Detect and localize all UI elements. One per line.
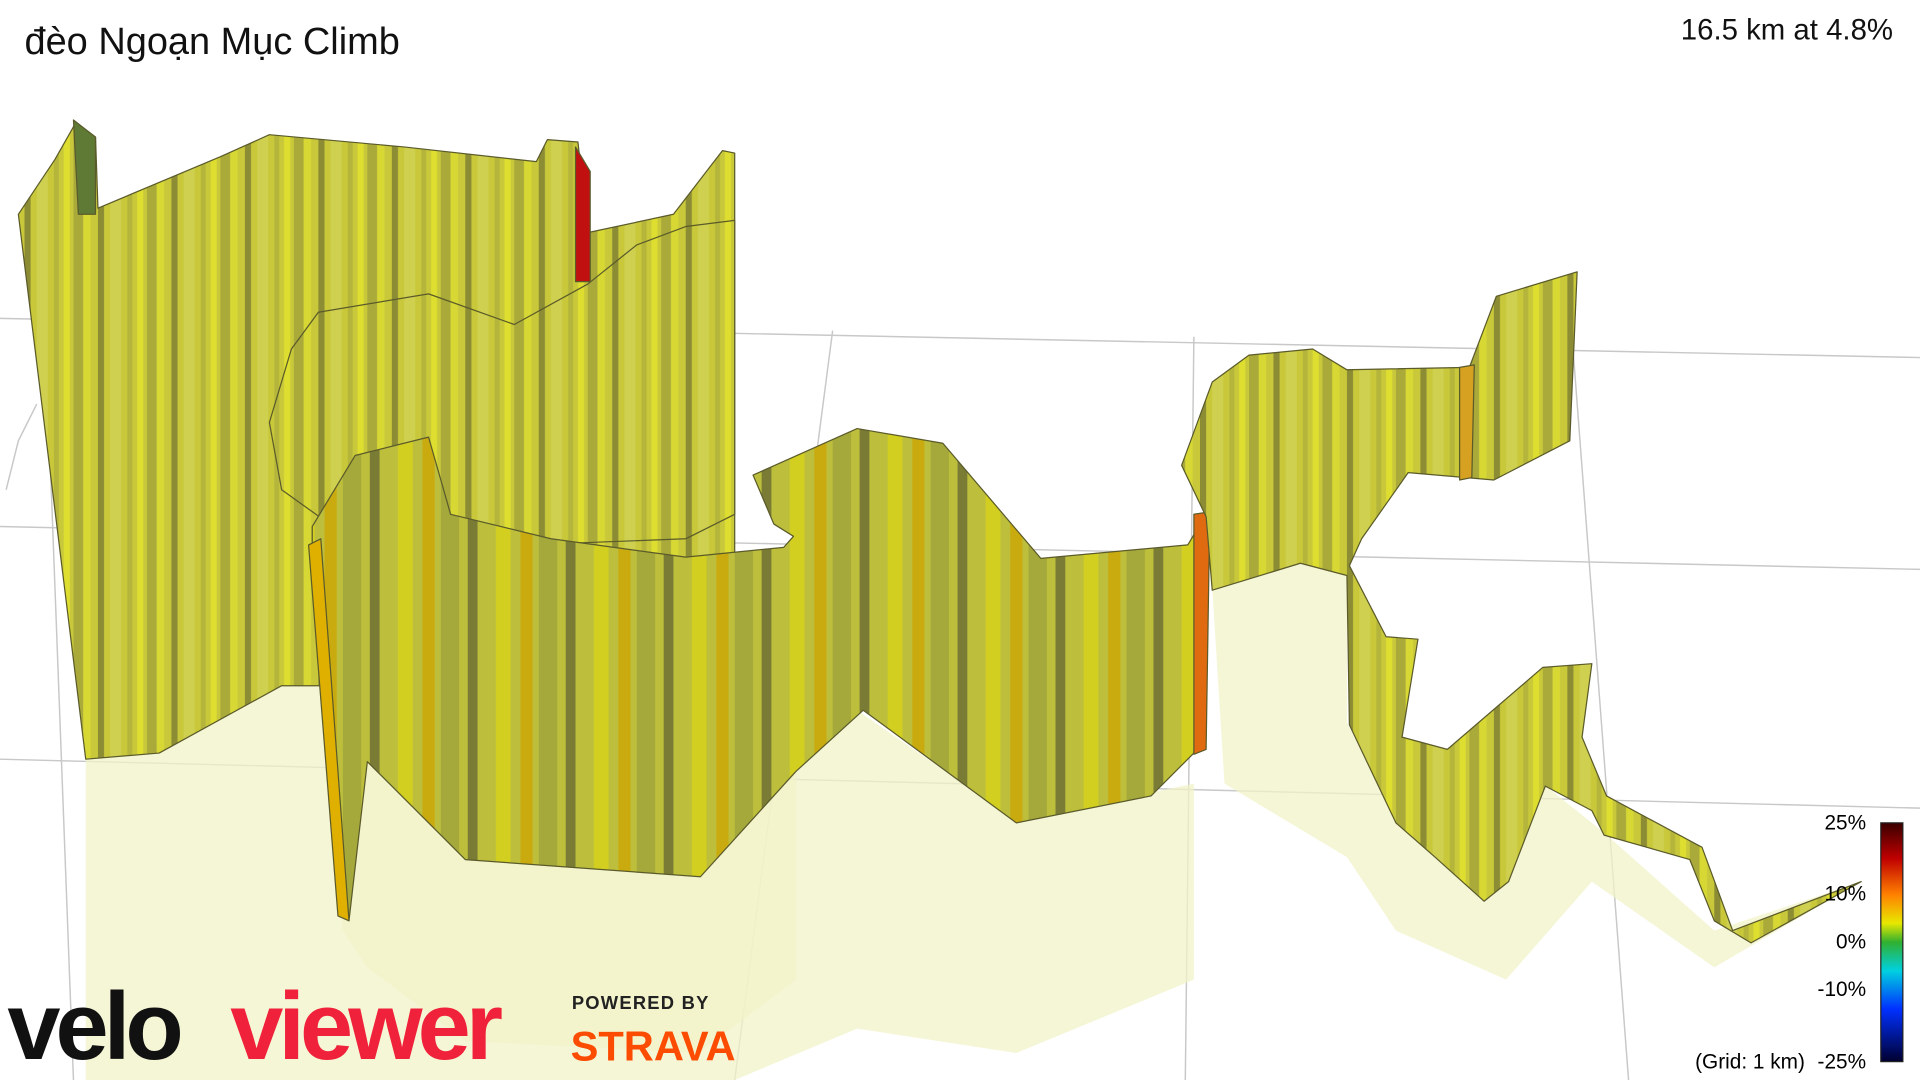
legend-tick: -25% [1818, 1050, 1867, 1073]
gradient-legend: 25% 10% 0% -10% -25% (Grid: 1 km) [1695, 812, 1904, 1073]
legend-tick: 10% [1824, 883, 1866, 906]
logo-velo: velo [7, 974, 180, 1080]
legend-tick: -10% [1818, 978, 1867, 1001]
legend-tick: 25% [1824, 812, 1866, 835]
legend-tick: 0% [1836, 930, 1866, 953]
profile-walls [17, 119, 1862, 944]
branding: velo viewer POWERED BY STRAVA [7, 974, 735, 1080]
summary: 16.5 km at 4.8% [1681, 14, 1893, 47]
powered-by: POWERED BY [572, 992, 710, 1013]
logo-viewer: viewer [230, 974, 502, 1080]
grid-note: (Grid: 1 km) [1695, 1050, 1805, 1073]
strava-logo: STRAVA [571, 1022, 736, 1069]
color-bar [1880, 822, 1904, 1063]
title: đèo Ngoạn Mục Climb [24, 21, 399, 63]
